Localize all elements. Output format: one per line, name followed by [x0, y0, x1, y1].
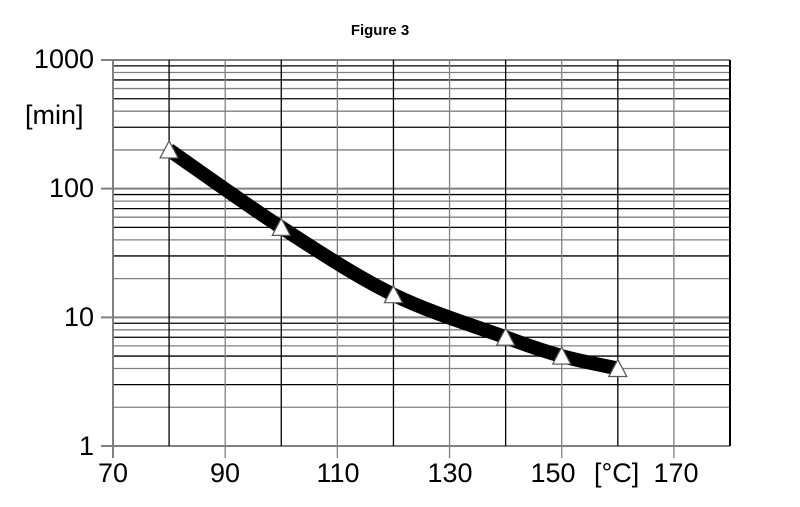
y-axis-unit-label: [min] [25, 100, 84, 130]
x-tick-label-90: 90 [209, 458, 241, 488]
y-tick-label-100: 100 [48, 173, 94, 203]
chart-title: Figure 3 [350, 22, 410, 39]
triangle-marker-icon [383, 284, 404, 304]
x-axis-unit-label: [°C] [594, 458, 640, 488]
x-tick-label-70: 70 [97, 458, 129, 488]
triangle-marker-icon [551, 345, 572, 365]
triangle-marker-icon [271, 217, 292, 236]
triangle-marker-icon [495, 326, 516, 346]
triangle-marker-icon [159, 139, 180, 159]
y-tick-label-1000: 1000 [33, 44, 94, 74]
y-tick-label-1: 1 [78, 431, 94, 461]
x-tick-label-170: 170 [653, 458, 699, 488]
x-tick-label-130: 130 [427, 458, 473, 488]
triangle-marker-icon [607, 358, 628, 378]
y-tick-label-10: 10 [63, 302, 94, 332]
x-tick-label-150: 150 [530, 458, 576, 488]
x-tick-label-110: 110 [316, 458, 360, 488]
